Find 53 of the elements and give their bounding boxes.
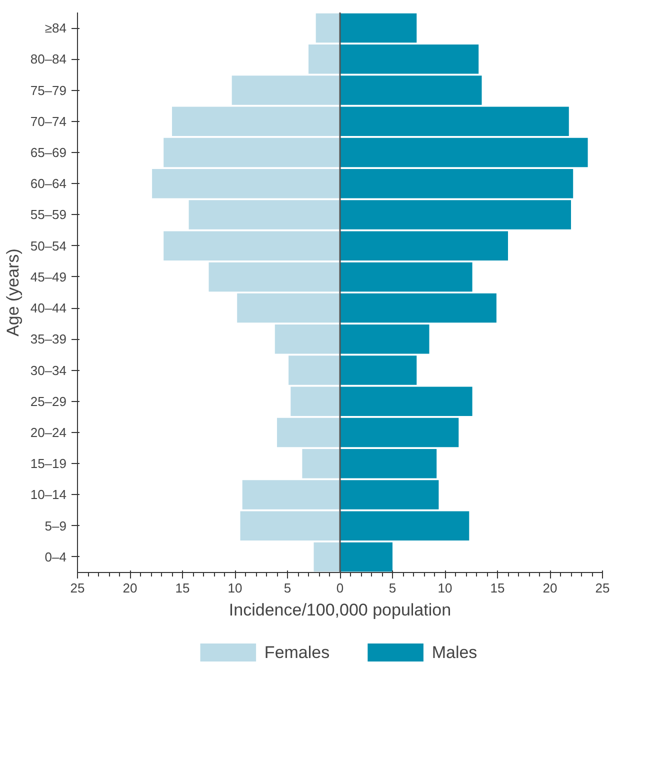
bar [172,106,340,136]
bar [316,13,340,43]
bar [237,293,340,323]
bar [340,13,417,43]
y-tick-label: 50–54 [30,238,67,254]
y-tick-label: 60–64 [30,176,67,192]
x-tick-label: 15 [175,580,190,596]
bar [314,542,340,572]
y-tick-label: 15–19 [30,456,67,472]
bar [152,168,340,198]
x-tick-label: 20 [122,580,138,596]
x-tick-label: 15 [490,580,505,596]
x-tick-label: 0 [336,580,344,596]
y-tick-label: 10–14 [30,487,67,502]
y-tick-label: 0–4 [44,549,67,564]
x-tick-label: 5 [284,580,292,596]
x-axis-title: Incidence/100,000 population [228,600,452,620]
y-tick-label: 55–59 [30,207,67,222]
y-tick-label: 20–24 [30,425,67,440]
bar [340,448,437,478]
bar [302,448,340,478]
y-axis-title: Age (years) [3,248,22,336]
x-tick-label: 20 [542,580,558,596]
bar [340,262,472,292]
bar [208,262,340,292]
y-tick-label: 65–69 [30,145,67,160]
bar [277,418,340,448]
x-tick-label: 10 [228,580,242,596]
bar [340,386,472,416]
bar [340,542,392,572]
bar [164,138,340,168]
legend-label: Males [432,643,478,662]
y-tick-label: ≥84 [44,20,67,36]
bar [340,418,459,448]
bar [340,293,496,323]
x-tick-label: 10 [438,580,452,596]
x-tick-label: 5 [388,580,396,596]
bar [340,106,569,136]
x-tick-label: 25 [595,580,610,596]
bar [340,138,588,168]
y-tick-label: 25–29 [30,394,67,409]
y-tick-label: 5–9 [44,518,67,534]
bar [290,386,340,416]
y-tick-label: 80–84 [30,52,67,67]
y-tick-label: 45–49 [30,269,67,284]
y-tick-label: 40–44 [30,300,67,316]
bar [340,168,574,198]
y-tick-label: 75–79 [30,82,67,98]
y-tick-label: 35–39 [30,332,67,347]
y-tick-label: 70–74 [30,114,67,129]
legend-label: Females [264,643,330,662]
y-tick-label: 30–34 [30,362,67,378]
x-tick-label: 25 [70,580,85,596]
